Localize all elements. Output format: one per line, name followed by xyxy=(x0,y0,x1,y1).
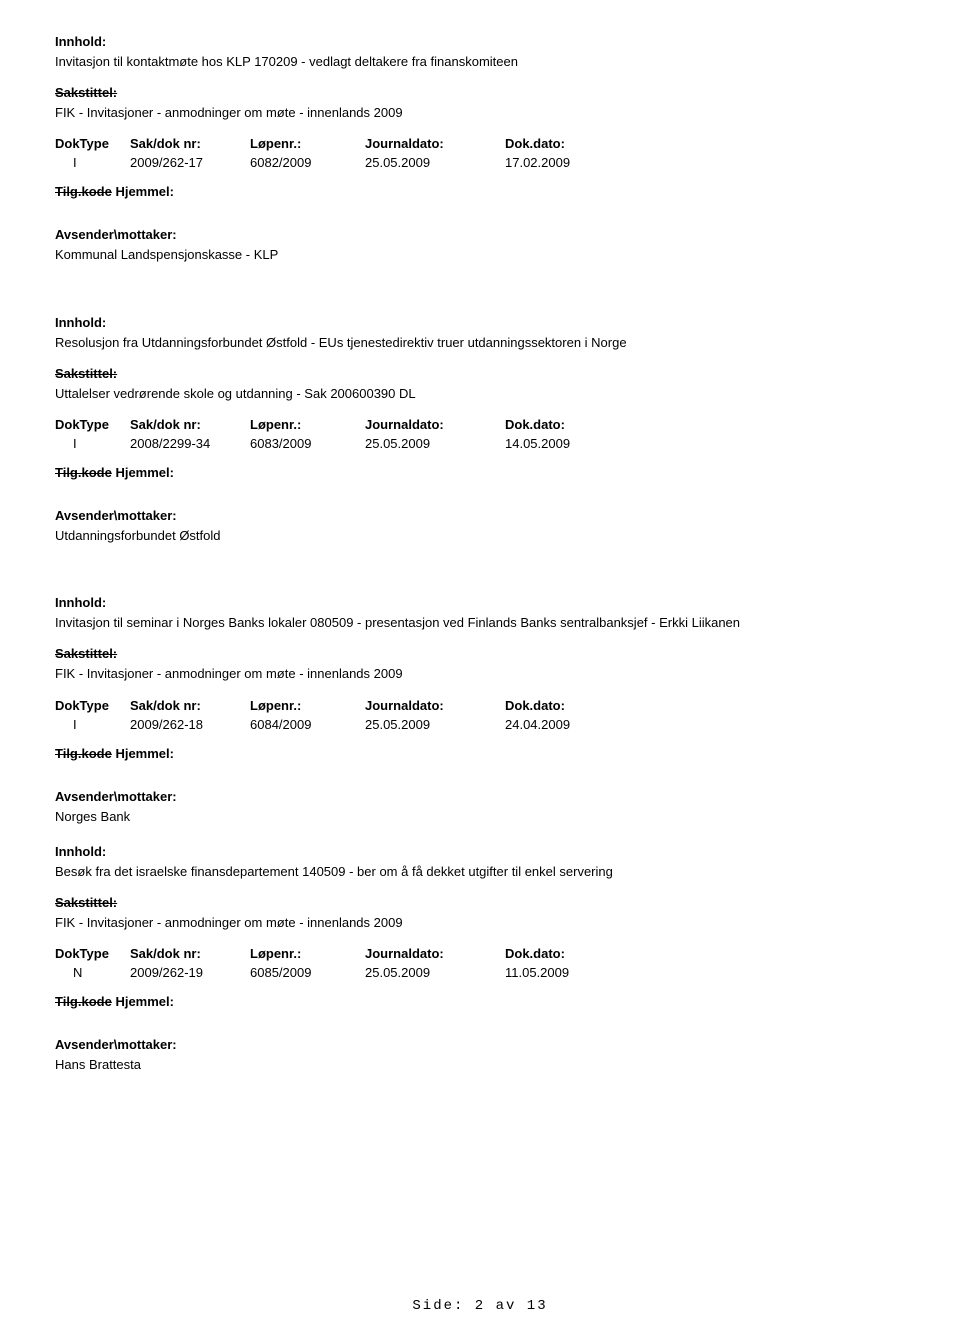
header-journaldato: Journaldato: xyxy=(365,698,505,713)
hjemmel-label: Hjemmel: xyxy=(115,994,174,1009)
value-dokdato: 24.04.2009 xyxy=(505,717,625,732)
sakstittel-text: Uttalelser vedrørende skole og utdanning… xyxy=(55,385,905,403)
avsender-label: Avsender\mottaker: xyxy=(55,1037,905,1052)
innhold-text: Resolusjon fra Utdanningsforbundet Østfo… xyxy=(55,334,905,352)
column-headers: DokType Sak/dok nr: Løpenr.: Journaldato… xyxy=(55,417,905,432)
sakstittel-label: Sakstittel: xyxy=(55,646,905,661)
value-lopenr: 6082/2009 xyxy=(250,155,365,170)
header-saknr: Sak/dok nr: xyxy=(130,417,250,432)
tilgkode-row: Tilg.kode Hjemmel: xyxy=(55,994,905,1009)
value-journaldato: 25.05.2009 xyxy=(365,436,505,451)
tilgkode-label: Tilg.kode xyxy=(55,994,112,1009)
header-saknr: Sak/dok nr: xyxy=(130,136,250,151)
sakstittel-label: Sakstittel: xyxy=(55,85,905,100)
header-dokdato: Dok.dato: xyxy=(505,698,625,713)
value-saknr: 2008/2299-34 xyxy=(130,436,250,451)
column-values: I 2009/262-17 6082/2009 25.05.2009 17.02… xyxy=(55,155,905,170)
tilgkode-row: Tilg.kode Hjemmel: xyxy=(55,746,905,761)
value-lopenr: 6085/2009 xyxy=(250,965,365,980)
header-doktype: DokType xyxy=(55,698,130,713)
tilgkode-label: Tilg.kode xyxy=(55,746,112,761)
journal-record: Innhold: Resolusjon fra Utdanningsforbun… xyxy=(55,315,905,546)
avsender-text: Utdanningsforbundet Østfold xyxy=(55,527,905,545)
header-doktype: DokType xyxy=(55,417,130,432)
column-values: I 2008/2299-34 6083/2009 25.05.2009 14.0… xyxy=(55,436,905,451)
header-journaldato: Journaldato: xyxy=(365,136,505,151)
sakstittel-text: FIK - Invitasjoner - anmodninger om møte… xyxy=(55,665,905,683)
avsender-label: Avsender\mottaker: xyxy=(55,789,905,804)
hjemmel-label: Hjemmel: xyxy=(115,465,174,480)
avsender-text: Hans Brattesta xyxy=(55,1056,905,1074)
avsender-text: Kommunal Landspensjonskasse - KLP xyxy=(55,246,905,264)
header-journaldato: Journaldato: xyxy=(365,946,505,961)
avsender-text: Norges Bank xyxy=(55,808,905,826)
avsender-label: Avsender\mottaker: xyxy=(55,227,905,242)
header-doktype: DokType xyxy=(55,946,130,961)
innhold-label: Innhold: xyxy=(55,844,905,859)
value-journaldato: 25.05.2009 xyxy=(365,965,505,980)
hjemmel-label: Hjemmel: xyxy=(115,746,174,761)
header-dokdato: Dok.dato: xyxy=(505,136,625,151)
value-journaldato: 25.05.2009 xyxy=(365,155,505,170)
tilgkode-label: Tilg.kode xyxy=(55,465,112,480)
value-doktype: I xyxy=(55,717,130,732)
value-journaldato: 25.05.2009 xyxy=(365,717,505,732)
value-saknr: 2009/262-17 xyxy=(130,155,250,170)
innhold-label: Innhold: xyxy=(55,315,905,330)
journal-record: Innhold: Besøk fra det israelske finansd… xyxy=(55,844,905,1075)
value-lopenr: 6084/2009 xyxy=(250,717,365,732)
header-lopenr: Løpenr.: xyxy=(250,946,365,961)
journal-record: Innhold: Invitasjon til kontaktmøte hos … xyxy=(55,34,905,265)
header-lopenr: Løpenr.: xyxy=(250,698,365,713)
header-saknr: Sak/dok nr: xyxy=(130,698,250,713)
innhold-label: Innhold: xyxy=(55,34,905,49)
header-saknr: Sak/dok nr: xyxy=(130,946,250,961)
value-dokdato: 17.02.2009 xyxy=(505,155,625,170)
column-headers: DokType Sak/dok nr: Løpenr.: Journaldato… xyxy=(55,136,905,151)
header-doktype: DokType xyxy=(55,136,130,151)
sakstittel-label: Sakstittel: xyxy=(55,895,905,910)
value-dokdato: 14.05.2009 xyxy=(505,436,625,451)
header-dokdato: Dok.dato: xyxy=(505,417,625,432)
column-values: I 2009/262-18 6084/2009 25.05.2009 24.04… xyxy=(55,717,905,732)
value-saknr: 2009/262-19 xyxy=(130,965,250,980)
value-dokdato: 11.05.2009 xyxy=(505,965,625,980)
journal-record: Innhold: Invitasjon til seminar i Norges… xyxy=(55,595,905,826)
value-doktype: I xyxy=(55,155,130,170)
tilgkode-row: Tilg.kode Hjemmel: xyxy=(55,184,905,199)
innhold-text: Invitasjon til kontaktmøte hos KLP 17020… xyxy=(55,53,905,71)
hjemmel-label: Hjemmel: xyxy=(115,184,174,199)
tilgkode-label: Tilg.kode xyxy=(55,184,112,199)
value-lopenr: 6083/2009 xyxy=(250,436,365,451)
column-headers: DokType Sak/dok nr: Løpenr.: Journaldato… xyxy=(55,698,905,713)
page-footer: Side: 2 av 13 xyxy=(0,1298,960,1314)
innhold-text: Invitasjon til seminar i Norges Banks lo… xyxy=(55,614,905,632)
value-doktype: N xyxy=(55,965,130,980)
header-journaldato: Journaldato: xyxy=(365,417,505,432)
column-headers: DokType Sak/dok nr: Løpenr.: Journaldato… xyxy=(55,946,905,961)
header-dokdato: Dok.dato: xyxy=(505,946,625,961)
column-values: N 2009/262-19 6085/2009 25.05.2009 11.05… xyxy=(55,965,905,980)
sakstittel-text: FIK - Invitasjoner - anmodninger om møte… xyxy=(55,914,905,932)
header-lopenr: Løpenr.: xyxy=(250,136,365,151)
sakstittel-text: FIK - Invitasjoner - anmodninger om møte… xyxy=(55,104,905,122)
value-doktype: I xyxy=(55,436,130,451)
innhold-label: Innhold: xyxy=(55,595,905,610)
avsender-label: Avsender\mottaker: xyxy=(55,508,905,523)
header-lopenr: Løpenr.: xyxy=(250,417,365,432)
value-saknr: 2009/262-18 xyxy=(130,717,250,732)
tilgkode-row: Tilg.kode Hjemmel: xyxy=(55,465,905,480)
innhold-text: Besøk fra det israelske finansdepartemen… xyxy=(55,863,905,881)
sakstittel-label: Sakstittel: xyxy=(55,366,905,381)
